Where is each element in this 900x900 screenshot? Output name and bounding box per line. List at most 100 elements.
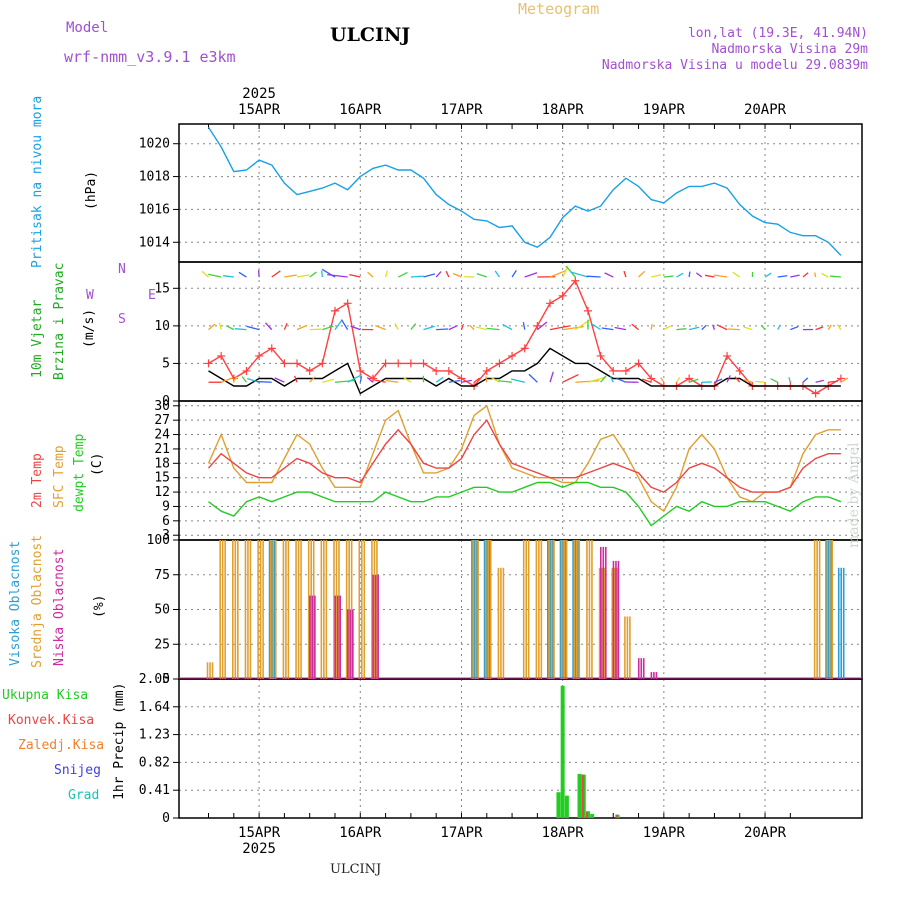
precip-legend-2: Zaledj.Kisa (18, 738, 105, 753)
wind-speed-line-point (735, 366, 744, 375)
panel-frame-wind (178, 261, 863, 402)
wind-arrow (511, 270, 517, 278)
y-tick-label: 10 (154, 319, 170, 334)
wind-arrow (827, 324, 832, 330)
wind-arrow (660, 377, 665, 383)
cloud-bar (300, 540, 302, 679)
x-tick-label-bottom: 18APR (542, 825, 585, 841)
cloud-bar (347, 609, 349, 679)
signature-watermark: made by Angel (846, 442, 862, 549)
cloud-bar (287, 540, 290, 679)
cloud-bar (552, 540, 554, 679)
y-tick-label: 24 (154, 428, 170, 443)
wind-arrow (241, 376, 247, 383)
wind-arrow (755, 380, 766, 383)
cloud-bar (497, 567, 500, 679)
wind-arrow (575, 380, 600, 383)
wind-arrow (830, 275, 841, 278)
cloud-bar (573, 540, 576, 679)
wind-axis-label-2: Brzina i Pravac (52, 262, 67, 380)
cloud-bar (637, 658, 640, 679)
wind-arrow (727, 328, 740, 331)
wind-speed-line-point (457, 374, 466, 383)
wind-arrow (397, 271, 408, 278)
wind-arrow (293, 375, 298, 383)
wind-speed-line-point (621, 366, 630, 375)
wind-arrow (676, 328, 687, 331)
wind-arrow (284, 274, 297, 278)
wind-arrow (609, 376, 614, 383)
wind-arrow (322, 325, 334, 331)
cloud-bar (603, 567, 606, 679)
wind-arrow (815, 379, 824, 383)
wind-arrow (452, 272, 462, 278)
cloud-bar (500, 567, 502, 679)
cloud-bar (816, 540, 818, 679)
cloud-bar (818, 540, 821, 679)
x-tick-label-top: 20APR (744, 102, 787, 118)
wind-speed-line-point (343, 299, 352, 308)
cloud-bar (827, 540, 830, 679)
cloud-bar (307, 540, 310, 679)
wind-arrow (764, 272, 772, 278)
cloud-bar (489, 540, 492, 679)
cloud-bar (269, 540, 272, 679)
wind-arrow (712, 324, 716, 330)
precip-unit: 1hr Precip (mm) (112, 682, 127, 800)
wind-arrow (375, 325, 386, 331)
cloud-bar (563, 540, 565, 679)
pressure-axis-label: Pritisak na nivou mora (30, 95, 45, 268)
cloud-bar (549, 540, 552, 679)
y-tick-label: 0 (162, 672, 170, 687)
wind-speed-line-point (723, 351, 732, 360)
cloud-bar (574, 540, 577, 679)
cloud-bar (476, 540, 478, 679)
precip-legend-1: Konvek.Kisa (8, 713, 95, 728)
cloud-bar (598, 567, 601, 679)
wind-arrow (716, 324, 728, 331)
cloud-bar (373, 540, 376, 679)
wind-arrow (384, 270, 389, 278)
cloud-bar (333, 540, 335, 679)
cloud-bar (655, 672, 658, 679)
wind-speed-line-point (432, 366, 441, 375)
cloud-bar (605, 546, 607, 679)
panel-frame-precip (178, 678, 863, 819)
wind-arrow (815, 326, 824, 331)
y-tick-label: 21 (154, 442, 170, 457)
wind-speed-line-point (647, 374, 656, 383)
wind-speed-line-point (293, 359, 302, 368)
wind-speed-line-point (406, 359, 415, 368)
wind-arrow (321, 270, 323, 278)
wind-speed-line-point (836, 374, 845, 383)
cloud-bar (206, 662, 209, 679)
wind-arrow (777, 324, 781, 330)
wind-arrow (367, 271, 374, 278)
wind-speed-line-point (596, 351, 605, 360)
cloud-bar (830, 540, 832, 679)
wind-arrow (334, 319, 343, 331)
wind-arrow (410, 275, 424, 278)
sfc-temp-line (207, 404, 841, 513)
cloud-bar (615, 560, 617, 679)
cloud-bar (325, 540, 328, 679)
wind-arrow (208, 273, 222, 278)
precip-bar-total (577, 773, 582, 818)
x-tick-label-bottom: 17APR (440, 825, 483, 841)
wind-arrow (663, 275, 674, 278)
wind-arrow (402, 376, 412, 383)
wind-axis-label-1: 10m Vjetar (30, 299, 45, 378)
y-tick-label: 25 (154, 637, 170, 652)
cloud-bar (560, 540, 563, 679)
cloud-bar (338, 540, 340, 679)
wind-arrow (743, 379, 753, 383)
cloud-bar (348, 540, 350, 679)
wind-arrow (349, 273, 361, 278)
wind-arrow (713, 274, 728, 278)
compass-north: N (118, 262, 126, 277)
cloud-bar (249, 540, 252, 679)
wind-arrow (524, 272, 538, 278)
wind-arrow (448, 324, 458, 331)
cloud-label-low: Niska Oblacnost (52, 548, 67, 666)
wind-arrow (676, 272, 684, 278)
